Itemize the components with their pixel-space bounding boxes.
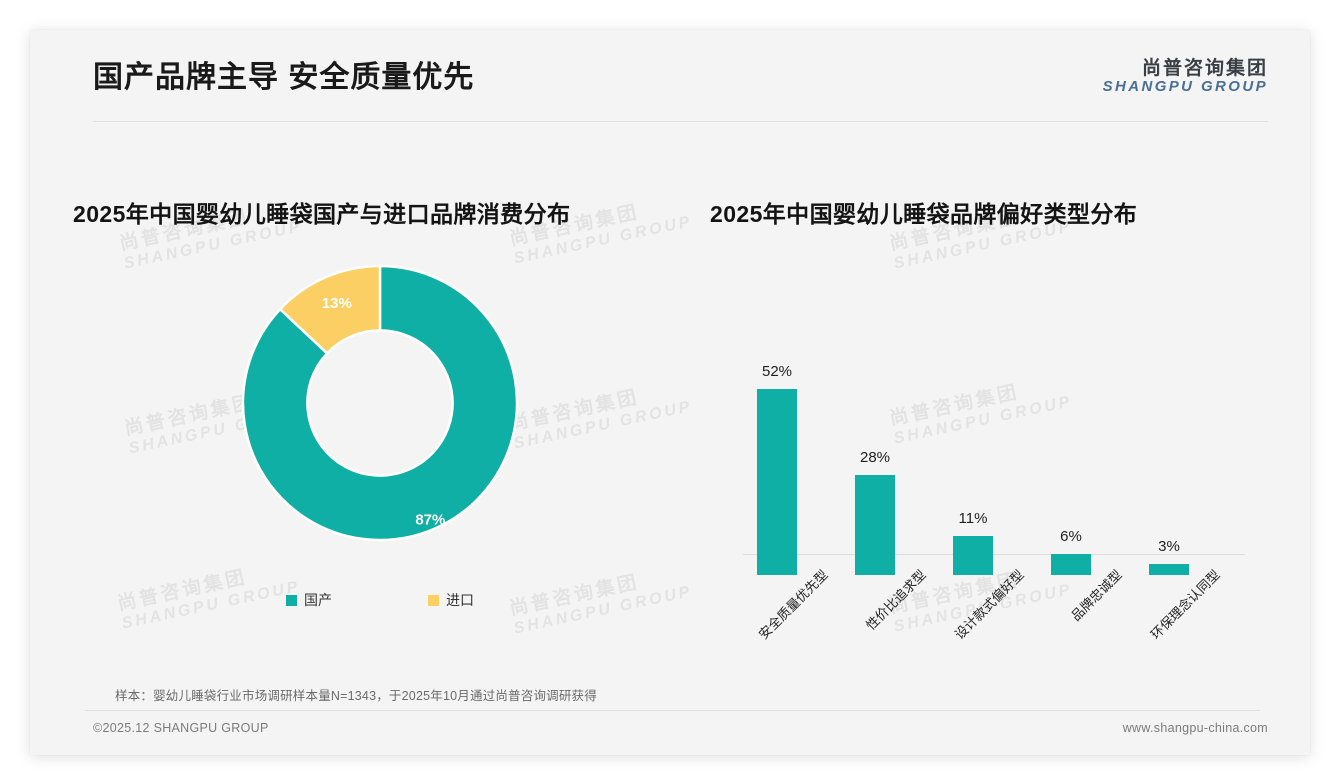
header-divider [93, 121, 1268, 122]
bar-rect[interactable] [757, 388, 797, 575]
donut-slice-国产[interactable] [241, 264, 519, 542]
legend-item-domestic[interactable]: 国产 [286, 590, 332, 610]
bar-rect[interactable] [1149, 564, 1189, 575]
bar-category-label: 安全质量优先型 [755, 567, 831, 643]
bar-column[interactable]: 3% [1120, 275, 1218, 575]
brand-logo-en: SHANGPU GROUP [1102, 78, 1268, 96]
bar-rect[interactable] [953, 535, 993, 575]
bar-category-label: 环保理念认同型 [1147, 567, 1223, 643]
bar-rect[interactable] [1051, 553, 1091, 575]
page-title: 国产品牌主导 安全质量优先 [93, 61, 475, 94]
bar-chart-title: 2025年中国婴幼儿睡袋品牌偏好类型分布 [710, 201, 1138, 227]
donut-chart-svg: 87% 13% [241, 264, 519, 542]
bar-rect[interactable] [855, 474, 895, 575]
bar-column[interactable]: 11% [924, 275, 1022, 575]
bar-column[interactable]: 52% [728, 275, 826, 575]
donut-slice-进口[interactable] [278, 264, 382, 356]
donut-slices [241, 264, 519, 542]
bar-value-label: 6% [1060, 527, 1082, 545]
legend-swatch-import [428, 594, 439, 606]
slide-card: 国产品牌主导 安全质量优先 尚普咨询集团 SHANGPU GROUP 尚普咨询集… [30, 30, 1310, 755]
brand-logo: 尚普咨询集团 SHANGPU GROUP [1103, 58, 1268, 96]
bar-category-label: 品牌忠诚型 [1068, 567, 1125, 624]
legend-swatch-domestic [286, 594, 297, 606]
bar-category-label: 设计款式偏好型 [951, 567, 1027, 643]
legend-label-import: 进口 [446, 592, 474, 608]
sample-note: 样本：婴幼儿睡袋行业市场调研样本量N=1343，于2025年10月通过尚普咨询调… [115, 689, 597, 703]
slide-footer: ©2025.12 SHANGPU GROUP www.shangpu-china… [30, 711, 1310, 755]
slide-header: 国产品牌主导 安全质量优先 尚普咨询集团 SHANGPU GROUP [30, 30, 1310, 122]
bar-value-label: 11% [958, 509, 988, 527]
footer-copyright: ©2025.12 SHANGPU GROUP [93, 721, 269, 735]
donut-chart: 87% 13% [180, 255, 580, 575]
donut-value-label: 87% [415, 511, 445, 528]
bar-value-label: 3% [1158, 538, 1180, 556]
footer-website-link[interactable]: www.shangpu-china.com [1122, 721, 1268, 735]
donut-legend: 国产 进口 [180, 590, 580, 610]
bar-category-label: 性价比追求型 [862, 567, 929, 633]
brand-logo-cn: 尚普咨询集团 [1141, 58, 1268, 79]
donut-chart-title: 2025年中国婴幼儿睡袋国产与进口品牌消费分布 [73, 201, 571, 227]
bar-column[interactable]: 28% [826, 275, 924, 575]
footer-divider [85, 710, 1260, 711]
donut-value-label: 13% [322, 295, 352, 312]
bar-column[interactable]: 6% [1022, 275, 1120, 575]
legend-label-domestic: 国产 [304, 592, 332, 608]
bar-value-label: 52% [761, 362, 793, 380]
legend-item-import[interactable]: 进口 [428, 590, 474, 610]
bar-chart: 52% 28% 11% 6% 3% 安全质量优先型 性价比追求型 设计款式偏好型 品牌忠诚型环… [690, 275, 1270, 642]
bar-chart-baseline [743, 554, 1245, 555]
donut-value-labels: 87% 13% [322, 295, 446, 528]
bar-value-label: 28% [859, 448, 891, 466]
